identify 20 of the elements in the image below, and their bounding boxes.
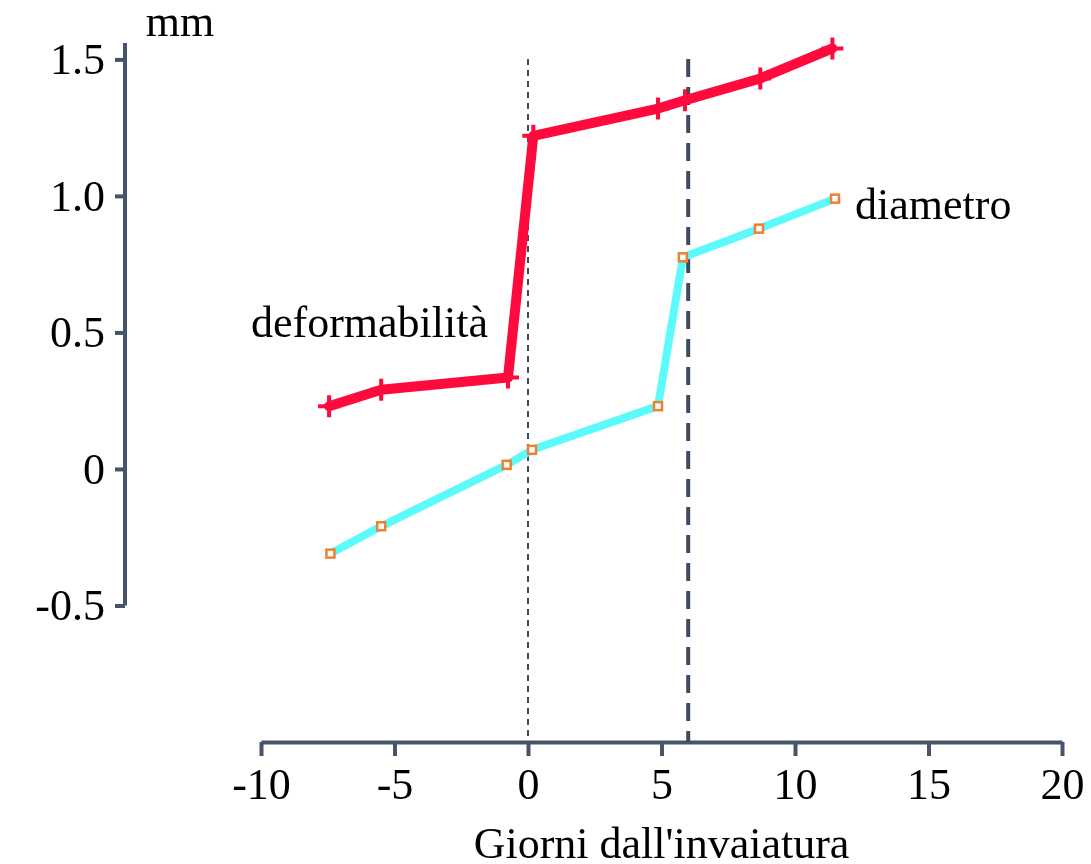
x-axis-title: Giorni dall'invaiatura xyxy=(473,819,850,864)
x-tick-label: -5 xyxy=(376,759,414,809)
point xyxy=(749,67,772,90)
x-tick-label: -10 xyxy=(232,759,291,809)
y-tick-label: 1.5 xyxy=(50,34,105,84)
y-axis-title: mm xyxy=(145,0,215,46)
x-tick-label: 20 xyxy=(1040,759,1085,809)
point xyxy=(318,395,341,418)
x-tick-label: 0 xyxy=(517,759,540,809)
point xyxy=(821,37,844,60)
y-tick-label: -0.5 xyxy=(35,581,105,631)
y-tick-label: 1.0 xyxy=(50,171,105,221)
point xyxy=(674,89,696,112)
series-label: deformabilità xyxy=(250,298,488,348)
x-tick-label: 15 xyxy=(907,759,951,809)
series-label: diametro xyxy=(855,179,1012,229)
y-tick-label: 0.5 xyxy=(50,308,105,358)
y-tick-label: 0 xyxy=(83,444,105,494)
x-tick-label: 5 xyxy=(651,759,673,809)
x-tick-label: 10 xyxy=(773,759,818,809)
